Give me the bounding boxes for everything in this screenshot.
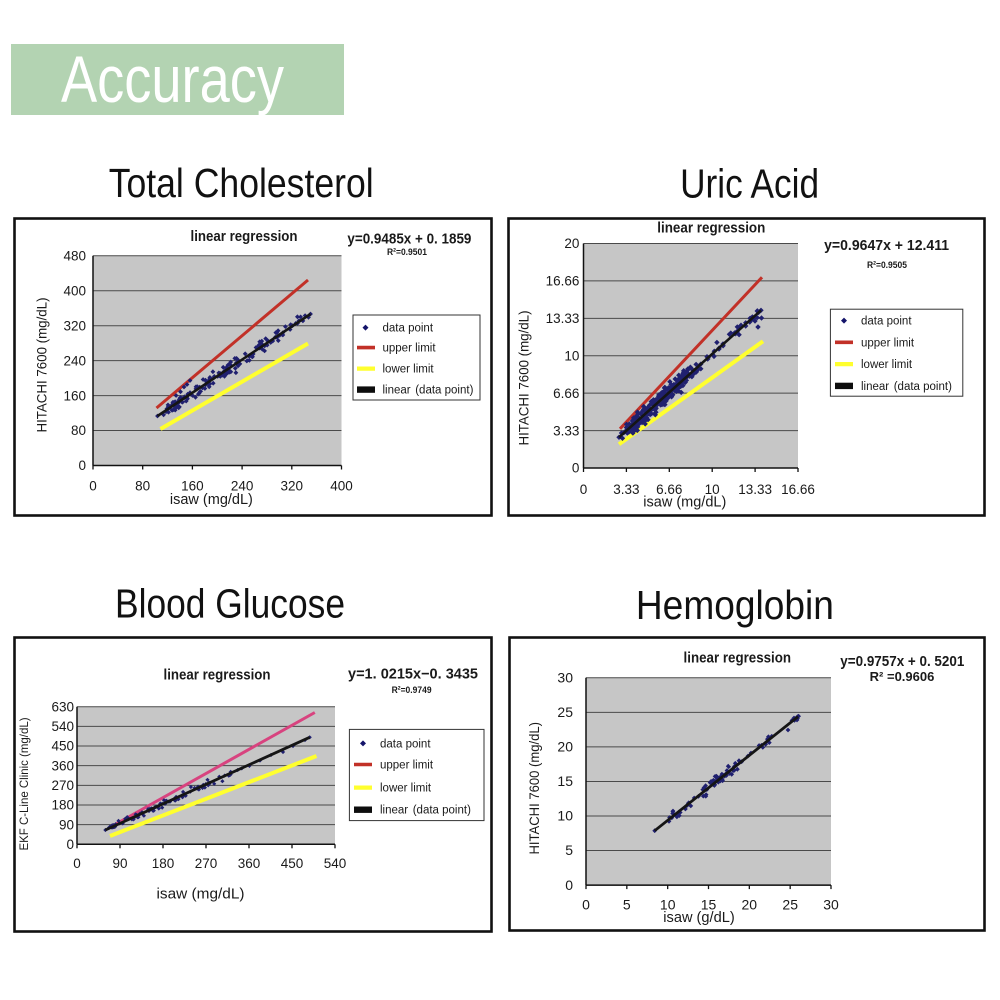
svg-text:400: 400 <box>330 479 353 494</box>
svg-text:upper limit: upper limit <box>861 337 915 349</box>
svg-text:20: 20 <box>742 897 758 913</box>
svg-text:90: 90 <box>59 817 74 832</box>
svg-text:lower limit: lower limit <box>861 359 913 371</box>
svg-text:5: 5 <box>623 897 631 913</box>
svg-text:15: 15 <box>557 773 573 789</box>
svg-text:180: 180 <box>152 856 175 871</box>
svg-text:0: 0 <box>66 837 74 852</box>
svg-text:15: 15 <box>701 897 717 913</box>
svg-text:240: 240 <box>63 353 86 368</box>
svg-text:360: 360 <box>238 856 261 871</box>
svg-text:0: 0 <box>572 461 580 476</box>
svg-text:6.66: 6.66 <box>656 482 682 497</box>
svg-text:R² =0.9606: R² =0.9606 <box>870 669 935 684</box>
svg-text:upper limit: upper limit <box>380 760 434 772</box>
svg-text:0: 0 <box>565 877 573 893</box>
svg-text:0: 0 <box>89 479 97 494</box>
svg-text:isaw (mg/dL): isaw (mg/dL) <box>170 491 253 508</box>
svg-text:270: 270 <box>51 778 74 793</box>
svg-text:y=0.9485x + 0. 1859: y=0.9485x + 0. 1859 <box>347 231 471 248</box>
svg-text:480: 480 <box>63 249 86 264</box>
svg-text:Uric Acid: Uric Acid <box>680 160 819 206</box>
svg-text:160: 160 <box>63 388 86 403</box>
svg-text:10: 10 <box>705 482 720 497</box>
svg-text:6.66: 6.66 <box>553 386 579 401</box>
svg-text:y=0.9647x + 12.411: y=0.9647x + 12.411 <box>824 237 949 254</box>
svg-text:Hemoglobin: Hemoglobin <box>636 582 834 628</box>
svg-text:isaw (g/dL): isaw (g/dL) <box>663 909 734 926</box>
svg-text:30: 30 <box>557 670 573 686</box>
svg-text:0: 0 <box>582 897 590 913</box>
svg-text:R²=0.9501: R²=0.9501 <box>387 247 428 258</box>
svg-text:80: 80 <box>71 423 86 438</box>
svg-text:400: 400 <box>63 284 86 299</box>
svg-text:320: 320 <box>63 318 86 333</box>
svg-text:90: 90 <box>112 856 127 871</box>
svg-text:R²=0.9505: R²=0.9505 <box>867 260 908 271</box>
svg-text:180: 180 <box>51 798 74 813</box>
svg-text:linear regression: linear regression <box>191 229 298 245</box>
svg-text:data point: data point <box>861 316 912 328</box>
svg-text:25: 25 <box>557 704 573 720</box>
svg-text:upper limit: upper limit <box>383 343 437 355</box>
svg-text:13.33: 13.33 <box>546 311 580 326</box>
svg-text:EKF C-Line Clinic (mg/dL): EKF C-Line Clinic (mg/dL) <box>17 718 31 851</box>
svg-text:20: 20 <box>557 739 573 755</box>
svg-text:isaw (mg/dL): isaw (mg/dL) <box>157 886 245 903</box>
svg-text:5: 5 <box>565 842 573 858</box>
svg-text:data point: data point <box>383 323 434 335</box>
svg-text:25: 25 <box>782 897 798 913</box>
svg-text:16.66: 16.66 <box>546 274 580 289</box>
svg-text:240: 240 <box>231 479 254 494</box>
svg-text:450: 450 <box>281 856 304 871</box>
svg-text:Total Cholesterol: Total Cholesterol <box>109 160 374 206</box>
svg-text:0: 0 <box>580 482 588 497</box>
svg-text:R²=0.9749: R²=0.9749 <box>392 685 432 696</box>
svg-text:linear (data point): linear (data point) <box>380 805 471 817</box>
svg-text:10: 10 <box>564 348 579 363</box>
svg-text:0: 0 <box>73 856 81 871</box>
svg-text:270: 270 <box>195 856 218 871</box>
svg-text:160: 160 <box>181 479 204 494</box>
svg-text:3.33: 3.33 <box>613 482 639 497</box>
svg-text:y=1. 0215x−0. 3435: y=1. 0215x−0. 3435 <box>348 666 478 683</box>
svg-text:30: 30 <box>823 897 839 913</box>
svg-text:10: 10 <box>660 897 676 913</box>
svg-text:16.66: 16.66 <box>781 482 815 497</box>
svg-text:data point: data point <box>380 738 431 750</box>
svg-text:HITACHI 7600 (mg/dL): HITACHI 7600 (mg/dL) <box>35 298 50 433</box>
svg-text:linear regression: linear regression <box>684 651 792 667</box>
svg-text:lower limit: lower limit <box>380 783 432 795</box>
svg-text:Accuracy: Accuracy <box>61 42 284 116</box>
svg-text:20: 20 <box>564 236 579 251</box>
svg-text:y=0.9757x + 0. 5201: y=0.9757x + 0. 5201 <box>840 653 964 670</box>
svg-text:540: 540 <box>324 856 347 871</box>
svg-text:10: 10 <box>557 808 573 824</box>
svg-text:lower limit: lower limit <box>383 364 435 376</box>
svg-text:isaw (mg/dL): isaw (mg/dL) <box>643 495 726 511</box>
svg-text:3.33: 3.33 <box>553 423 579 438</box>
svg-text:360: 360 <box>51 758 74 773</box>
svg-text:630: 630 <box>51 699 74 714</box>
svg-text:0: 0 <box>78 458 86 473</box>
svg-text:540: 540 <box>51 719 74 734</box>
svg-text:450: 450 <box>51 739 74 754</box>
svg-text:HITACHI 7600 (mg/dL): HITACHI 7600 (mg/dL) <box>527 722 542 855</box>
svg-text:80: 80 <box>135 479 150 494</box>
svg-text:Blood Glucose: Blood Glucose <box>115 581 345 627</box>
svg-text:320: 320 <box>281 479 304 494</box>
svg-text:linear (data point): linear (data point) <box>861 381 952 393</box>
svg-text:linear regression: linear regression <box>657 221 765 237</box>
svg-text:HITACHI 7600 (mg/dL): HITACHI 7600 (mg/dL) <box>517 311 532 446</box>
svg-text:linear (data point): linear (data point) <box>383 385 474 397</box>
svg-text:13.33: 13.33 <box>738 482 772 497</box>
svg-text:linear regression: linear regression <box>164 668 271 684</box>
